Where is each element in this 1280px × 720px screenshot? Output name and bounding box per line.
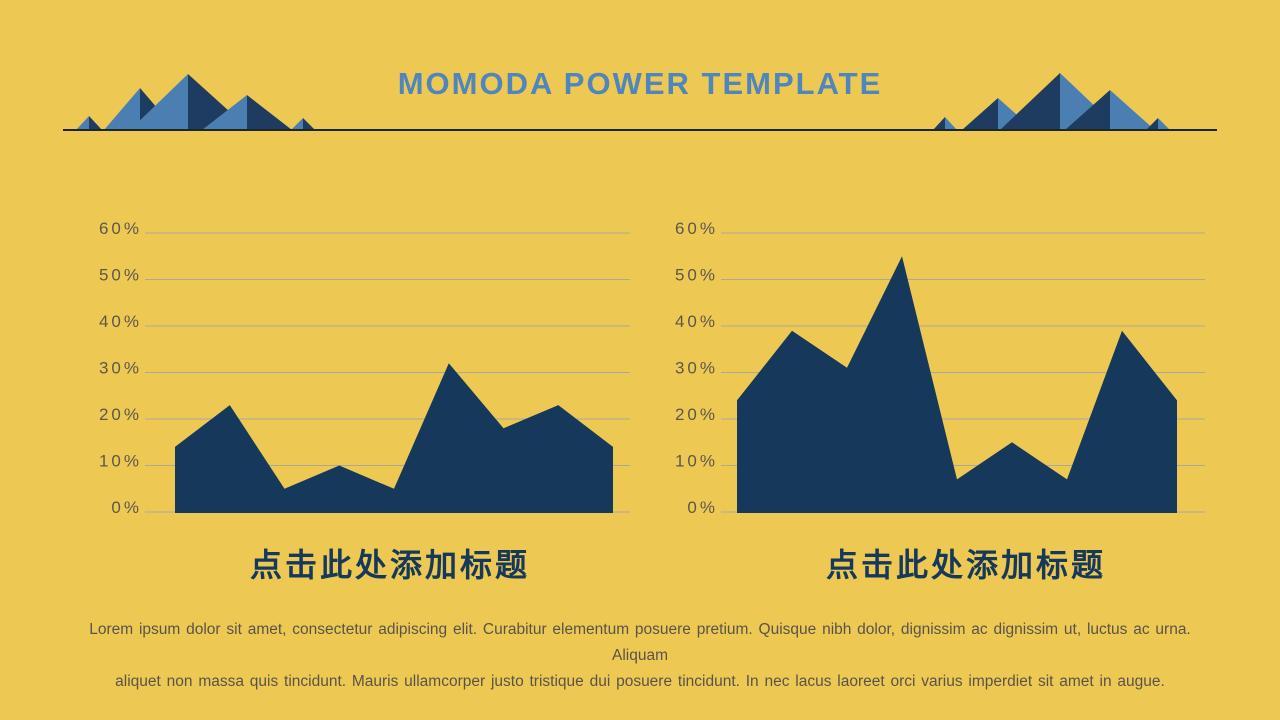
pyramid [1065,90,1155,130]
area-series [737,256,1177,512]
y-axis-tick-label: 30% [675,359,718,378]
chart-title-left[interactable]: 点击此处添加标题 [249,547,530,583]
pyramid-left-face [962,98,998,130]
pyramid-left-face [933,117,945,130]
pyramid-right-face [1158,118,1170,130]
y-axis-tick-label: 0% [111,498,142,517]
pyramid-right-face [303,118,315,130]
y-axis-tick-label: 50% [99,266,142,285]
y-axis-tick-label: 20% [675,405,718,424]
pyramid-right-face [1110,90,1155,130]
y-axis-tick-label: 30% [99,359,142,378]
y-axis-tick-label: 10% [675,452,718,471]
y-axis-tick-label: 0% [687,498,718,517]
y-axis-tick-label: 40% [99,312,142,331]
body-text: Lorem ipsum dolor sit amet, consectetur … [60,617,1220,695]
mountains-left-decoration [76,74,315,130]
pyramid-left-face [76,116,89,130]
pyramid [291,118,315,130]
pyramid-left-face [104,88,140,130]
pyramid-left-face [1146,118,1158,130]
area-series [175,363,613,512]
y-axis-tick-label: 60% [675,219,718,238]
mountains-right-decoration [933,73,1170,130]
body-text-line: aliquet non massa quis tincidunt. Mauris… [115,673,1165,690]
y-axis-tick-label: 50% [675,266,718,285]
slide-title[interactable]: MOMODA POWER TEMPLATE [397,66,883,101]
body-text-line: Lorem ipsum dolor sit amet, consectetur … [89,621,1191,664]
pyramid-left-face [1065,90,1110,130]
chart-title-right[interactable]: 点击此处添加标题 [825,547,1106,583]
y-axis-tick-label: 10% [99,452,142,471]
y-axis-tick-label: 60% [99,219,142,238]
pyramid [76,116,102,130]
pyramid-left-face [202,95,247,130]
pyramid [933,117,957,130]
pyramid-left-face [1000,73,1060,130]
pyramid [1146,118,1170,130]
pyramid-left-face [291,118,303,130]
pyramid-right-face [247,95,292,130]
pyramid-right-face [945,117,957,130]
pyramid-right-face [89,116,102,130]
pyramid [202,95,292,130]
y-axis-tick-label: 40% [675,312,718,331]
y-axis-tick-label: 20% [99,405,142,424]
header-divider-line [63,129,1217,131]
area-chart-left: 60% 50% 40% 30% 20% 10% 0% [99,219,630,517]
area-chart-right: 60% 50% 40% 30% 20% 10% 0% [675,219,1205,517]
pyramid-left-face [130,74,188,130]
